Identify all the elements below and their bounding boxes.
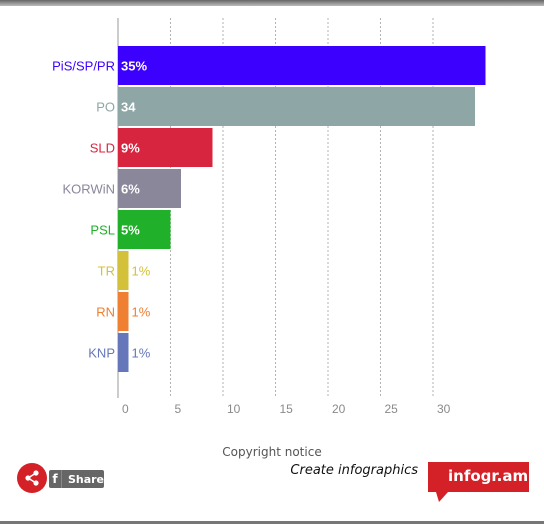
infogram-brand: infogr.am: [448, 467, 529, 485]
value-label: 35%: [121, 59, 147, 74]
copyright-notice[interactable]: Copyright notice: [222, 445, 322, 459]
bar-tr: [118, 251, 129, 290]
category-label: KNP: [88, 346, 115, 361]
value-label: 6%: [121, 182, 140, 197]
bar-psl: [118, 210, 171, 249]
category-label: RN: [96, 305, 115, 320]
bottom-border: [0, 521, 544, 524]
bar-po: [118, 87, 475, 126]
value-label: 1%: [132, 264, 151, 279]
x-tick-label: 30: [437, 402, 451, 416]
x-tick-label: 25: [385, 402, 399, 416]
bar-knp: [118, 333, 129, 372]
value-label: 9%: [121, 141, 140, 156]
top-border: [0, 0, 544, 6]
facebook-icon: f: [49, 470, 62, 488]
bar-chart: 0 5 10 15 20 25 30 PiS/SP/PR 35% PO 34 SLD 9% KORWiN 6…: [52, 18, 486, 416]
bar-sld: [118, 128, 213, 167]
x-tick-label: 5: [175, 402, 182, 416]
category-label: PO: [96, 100, 115, 115]
x-tick-label: 15: [280, 402, 294, 416]
share-icon: [25, 470, 39, 486]
x-tick-label: 20: [332, 402, 346, 416]
category-label: SLD: [90, 141, 115, 156]
value-label: 34: [121, 100, 136, 115]
category-label: PiS/SP/PR: [52, 59, 115, 74]
create-infographics-link[interactable]: Create infographics: [290, 463, 418, 478]
x-tick-label: 10: [227, 402, 241, 416]
share-button[interactable]: [17, 463, 47, 493]
x-tick-label: 0: [122, 402, 129, 416]
category-label: KORWiN: [63, 182, 115, 197]
value-label: 5%: [121, 223, 140, 238]
facebook-share-button[interactable]: f Share: [49, 470, 104, 488]
category-label: TR: [98, 264, 115, 279]
bar-korwin: [118, 169, 181, 208]
infogram-logo-badge[interactable]: [418, 462, 529, 502]
value-label: 1%: [132, 346, 151, 361]
bar-pis-sp-pr: [118, 46, 486, 85]
category-label: PSL: [90, 223, 115, 238]
facebook-share-label: Share: [67, 472, 104, 486]
bar-rn: [118, 292, 129, 331]
value-label: 1%: [132, 305, 151, 320]
